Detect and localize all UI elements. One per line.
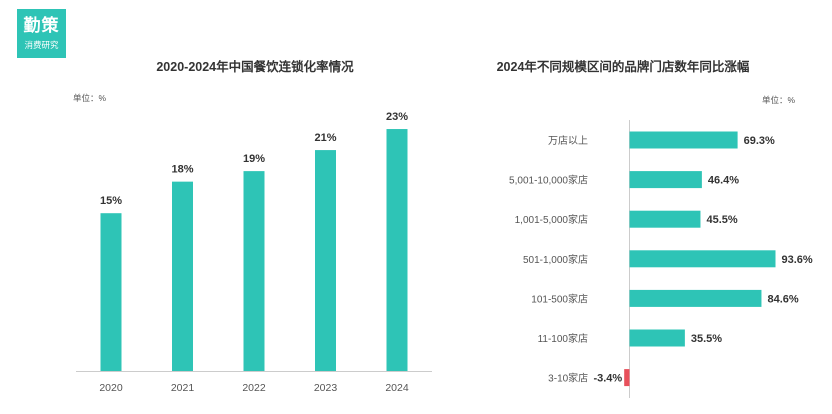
bar-2 xyxy=(629,210,701,228)
value-label-2021: 18% xyxy=(171,164,193,176)
value-label-6: -3.4% xyxy=(593,373,622,385)
value-label-2020: 15% xyxy=(100,195,122,207)
chain-rate-bar-chart: 2020-2024年中国餐饮连锁化率情况 单位：% 15% 2020 18% 2021… xyxy=(73,59,432,394)
bar-2024 xyxy=(386,129,408,371)
category-label-3: 501-1,000家店 xyxy=(523,253,588,266)
value-label-0: 69.3% xyxy=(744,135,775,147)
category-label-5: 11-100家店 xyxy=(538,332,588,345)
x-tick-2022: 2022 xyxy=(242,382,266,394)
chart-title: 2020-2024年中国餐饮连锁化率情况 xyxy=(156,59,354,74)
brand-name: 勤策 xyxy=(23,16,60,36)
bar-1 xyxy=(629,171,702,189)
chart-title: 2024年不同规模区间的品牌门店数年同比涨幅 xyxy=(497,59,750,74)
category-label-4: 101-500家店 xyxy=(531,292,588,305)
bar-2023 xyxy=(315,150,336,371)
value-label-2022: 19% xyxy=(243,153,265,165)
value-label-2023: 21% xyxy=(314,132,336,144)
value-label-2: 45.5% xyxy=(706,214,737,226)
value-label-2024: 23% xyxy=(386,111,408,123)
bar-2022 xyxy=(243,171,265,371)
brand-logo: 勤策 消费研究 xyxy=(17,9,66,58)
x-tick-2023: 2023 xyxy=(314,382,338,394)
bar-5 xyxy=(629,329,685,347)
category-label-6: 3-10家店 xyxy=(548,372,588,385)
x-tick-2020: 2020 xyxy=(99,382,123,394)
bar-2021 xyxy=(172,181,193,371)
category-label-0: 万店以上 xyxy=(548,134,588,147)
x-tick-2024: 2024 xyxy=(385,382,409,394)
x-tick-2021: 2021 xyxy=(171,382,195,394)
value-label-5: 35.5% xyxy=(691,333,722,345)
category-label-2: 1,001-5,000家店 xyxy=(515,213,588,226)
value-label-3: 93.6% xyxy=(782,254,813,266)
unit-label: 单位：% xyxy=(762,95,796,105)
category-label-1: 5,001-10,000家店 xyxy=(509,174,588,187)
bar-3 xyxy=(629,250,776,268)
value-label-1: 46.4% xyxy=(708,175,739,187)
brand-subtitle: 消费研究 xyxy=(24,40,59,50)
bar-4 xyxy=(629,289,762,307)
unit-label: 单位：% xyxy=(73,93,107,103)
bar-0 xyxy=(629,131,738,149)
bar-6 xyxy=(624,369,630,387)
value-label-4: 84.6% xyxy=(767,293,798,305)
bar-2020 xyxy=(100,213,122,371)
